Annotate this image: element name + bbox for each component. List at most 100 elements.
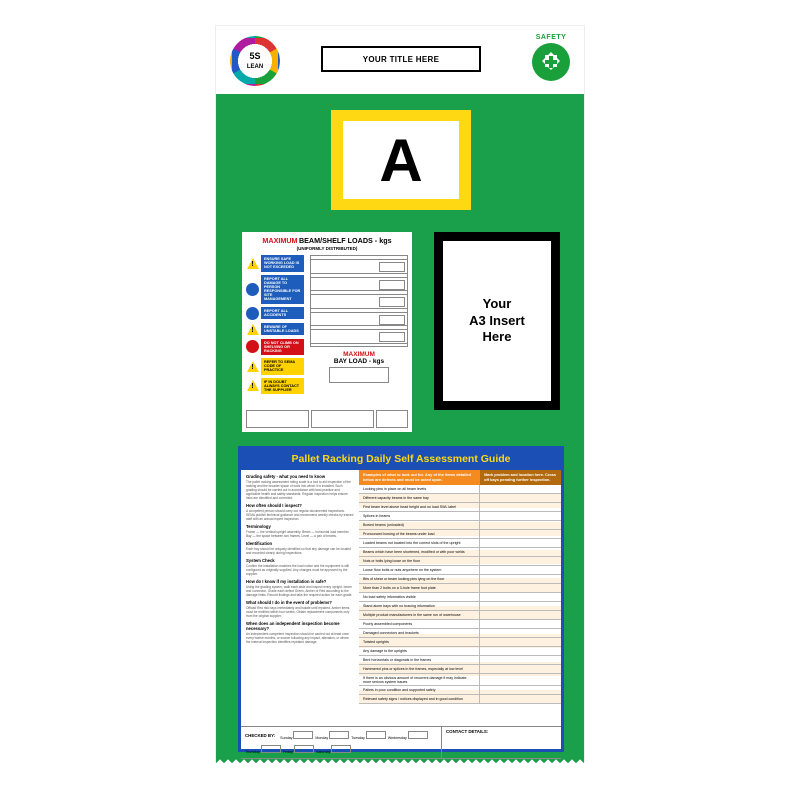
checklist-mark-cell[interactable] bbox=[480, 503, 561, 511]
checklist-mark-cell[interactable] bbox=[480, 620, 561, 628]
checklist-row: First beam level above head height and n… bbox=[359, 503, 561, 512]
day-checkbox[interactable]: Tuesday bbox=[351, 731, 386, 740]
day-checkbox[interactable]: Monday bbox=[315, 731, 349, 740]
warning-icon bbox=[246, 340, 259, 353]
guide-footer-checked[interactable]: CHECKED BY:SundayMondayTuesdayWednesdayT… bbox=[241, 727, 441, 758]
checklist-row: Locking pins in place on all beam levels bbox=[359, 485, 561, 494]
guide-section-text: Frame — the vertical upright assembly. B… bbox=[246, 530, 354, 538]
checklist-item: Loaded beams not located into the correc… bbox=[359, 539, 480, 547]
checklist-mark-cell[interactable] bbox=[480, 557, 561, 565]
load-notice-sign: MAXIMUM BEAM/SHELF LOADS - kgs (UNIFORML… bbox=[242, 232, 412, 432]
checklist-mark-cell[interactable] bbox=[480, 539, 561, 547]
guide-section-text: An independent competent inspection shou… bbox=[246, 632, 354, 644]
checklist-item: Hammered pins or splices in the frames, … bbox=[359, 665, 480, 673]
checklist-mark-cell[interactable] bbox=[480, 584, 561, 592]
checklist-row: More than 2 bolts on a 3-hole frame foot… bbox=[359, 584, 561, 593]
warning-row: !REFER TO SEMA CODE OF PRACTICE bbox=[246, 358, 304, 375]
warning-row: DO NOT CLIMB ON SHELVING OR RACKING bbox=[246, 339, 304, 356]
checklist-row: Relevant safety signs / notices displaye… bbox=[359, 695, 561, 704]
5s-lean-logo: 5SLEAN bbox=[230, 36, 280, 86]
title-slot[interactable]: YOUR TITLE HERE bbox=[321, 46, 481, 72]
checklist-item: Any damage to the uprights bbox=[359, 647, 480, 655]
day-checkbox[interactable]: Friday bbox=[283, 745, 314, 754]
warning-icon: ! bbox=[246, 257, 259, 270]
warning-icon: ! bbox=[246, 360, 259, 373]
checklist-item: Bowed beams (unloaded) bbox=[359, 521, 480, 529]
checklist-item: Different capacity beams in the same bay bbox=[359, 494, 480, 502]
day-checkbox[interactable]: Thursday bbox=[245, 745, 281, 754]
safety-badge: SAFETY bbox=[532, 34, 570, 81]
checklist-mark-cell[interactable] bbox=[480, 485, 561, 493]
warning-row: !IF IN DOUBT ALWAYS CONTACT THE SUPPLIER bbox=[246, 378, 304, 395]
checklist-item: Loose floor bolts or nuts anywhere on th… bbox=[359, 566, 480, 574]
checklist-mark-cell[interactable] bbox=[480, 629, 561, 637]
checklist-row: Multiple product manufacturers in the sa… bbox=[359, 611, 561, 620]
checklist-row: Splices in beams bbox=[359, 512, 561, 521]
checklist-row: Hammered pins or splices in the frames, … bbox=[359, 665, 561, 674]
warning-text: BEWARE OF UNSTABLE LOADS bbox=[261, 323, 304, 335]
aisle-letter: A bbox=[343, 121, 459, 199]
checklist-mark-cell[interactable] bbox=[480, 686, 561, 694]
checklist-mark-cell[interactable] bbox=[480, 656, 561, 664]
guide-section-text: A competent person should carry out regu… bbox=[246, 509, 354, 521]
checklist-row: Bits of shear or beam locking pins lying… bbox=[359, 575, 561, 584]
checklist-mark-cell[interactable] bbox=[480, 674, 561, 685]
checklist-mark-cell[interactable] bbox=[480, 602, 561, 610]
torn-edge bbox=[216, 759, 584, 765]
checklist-mark-cell[interactable] bbox=[480, 593, 561, 601]
checklist-row: Nuts or bolts lying loose on the floor bbox=[359, 557, 561, 566]
checklist-mark-cell[interactable] bbox=[480, 548, 561, 556]
checklist-item: Poorly assembled components bbox=[359, 620, 480, 628]
aisle-letter-card: A bbox=[331, 110, 471, 210]
warning-text: REPORT ALL ACCIDENTS bbox=[261, 307, 304, 319]
warning-text: DO NOT CLIMB ON SHELVING OR RACKING bbox=[261, 339, 304, 356]
checklist-item: No load safety information visible bbox=[359, 593, 480, 601]
checklist-mark-cell[interactable] bbox=[480, 647, 561, 655]
warning-text: IF IN DOUBT ALWAYS CONTACT THE SUPPLIER bbox=[261, 378, 304, 395]
guide-footer: CHECKED BY:SundayMondayTuesdayWednesdayT… bbox=[241, 726, 561, 758]
safety-board: 5SLEAN YOUR TITLE HERE SAFETY A MAXIMUM … bbox=[215, 25, 585, 763]
guide-section-text: Confirm the installation matches the loa… bbox=[246, 564, 354, 576]
checklist-row: Different capacity beams in the same bay bbox=[359, 494, 561, 503]
checklist-item: Damaged connectors and brackets bbox=[359, 629, 480, 637]
guide-section-text: Each bay should be uniquely identified s… bbox=[246, 547, 354, 555]
safety-label: SAFETY bbox=[532, 34, 570, 41]
checklist-mark-cell[interactable] bbox=[480, 575, 561, 583]
day-checkbox[interactable]: Sunday bbox=[280, 731, 313, 740]
day-checkbox[interactable]: Wednesday bbox=[388, 731, 428, 740]
guide-footer-contact: CONTACT DETAILS: bbox=[441, 727, 561, 758]
checklist-mark-cell[interactable] bbox=[480, 695, 561, 703]
checklist-mark-cell[interactable] bbox=[480, 530, 561, 538]
warning-icon: ! bbox=[246, 379, 259, 392]
checklist-row: Stand alone bays with no bracing informa… bbox=[359, 602, 561, 611]
checklist-item: Multiple product manufacturers in the sa… bbox=[359, 611, 480, 619]
checklist-item: If there is an obvious amount of recurre… bbox=[359, 674, 480, 685]
checklist-mark-cell[interactable] bbox=[480, 638, 561, 646]
logo-sub: LEAN bbox=[247, 64, 263, 70]
guide-section-heading: How often should I inspect? bbox=[246, 503, 354, 508]
checklist-item: Pallets in poor condition and supported … bbox=[359, 686, 480, 694]
checklist-item: More than 2 bolts on a 3-hole frame foot… bbox=[359, 584, 480, 592]
warning-icon: ! bbox=[246, 323, 259, 336]
checklist-mark-cell[interactable] bbox=[480, 566, 561, 574]
guide-section-heading: Terminology bbox=[246, 524, 354, 529]
bay-load-title: MAXIMUM BAY LOAD - kgs bbox=[310, 351, 408, 383]
checklist-item: Nuts or bolts lying loose on the floor bbox=[359, 557, 480, 565]
warning-row: !BEWARE OF UNSTABLE LOADS bbox=[246, 323, 304, 336]
checklist-mark-cell[interactable] bbox=[480, 665, 561, 673]
checklist-item: Stand alone bays with no bracing informa… bbox=[359, 602, 480, 610]
checklist-mark-cell[interactable] bbox=[480, 521, 561, 529]
guide-section-heading: What should I do in the event of problem… bbox=[246, 600, 354, 605]
checklist-mark-cell[interactable] bbox=[480, 512, 561, 520]
load-title-red: MAXIMUM bbox=[262, 236, 297, 245]
day-checkbox[interactable]: Saturday bbox=[316, 745, 351, 754]
guide-section-heading: Identification bbox=[246, 541, 354, 546]
guide-section-heading: Grading safety - what you need to know bbox=[246, 474, 354, 479]
checklist-row: No load safety information visible bbox=[359, 593, 561, 602]
checklist-item: Pronounced bowing of the beams under loa… bbox=[359, 530, 480, 538]
guide-head-examples: Examples of what to look out for. Any of… bbox=[359, 470, 480, 485]
checklist-mark-cell[interactable] bbox=[480, 611, 561, 619]
a3-insert-frame[interactable]: YourA3 InsertHere bbox=[434, 232, 560, 410]
warning-row: REPORT ALL ACCIDENTS bbox=[246, 307, 304, 320]
checklist-mark-cell[interactable] bbox=[480, 494, 561, 502]
